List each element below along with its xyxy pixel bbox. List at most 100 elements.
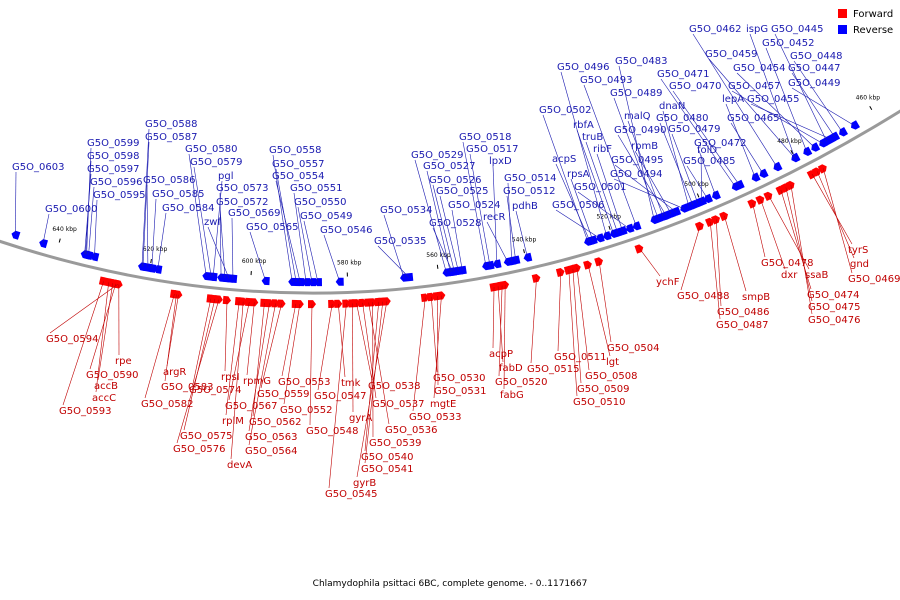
- gene-label[interactable]: rbfA: [573, 120, 594, 131]
- reverse-gene-feature[interactable]: [448, 267, 457, 276]
- reverse-gene-feature[interactable]: [791, 152, 801, 163]
- gene-label[interactable]: G5O_0447: [788, 63, 840, 74]
- reverse-gene-feature[interactable]: [511, 255, 521, 265]
- reverse-gene-feature[interactable]: [229, 274, 238, 283]
- gene-label[interactable]: dnaN: [659, 101, 685, 112]
- forward-gene-feature[interactable]: [277, 299, 286, 308]
- reverse-gene-feature[interactable]: [632, 221, 642, 231]
- reverse-gene-feature[interactable]: [759, 168, 769, 178]
- gene-label[interactable]: G5O_0506: [552, 200, 604, 211]
- reverse-gene-feature[interactable]: [147, 264, 157, 273]
- reverse-gene-feature[interactable]: [827, 133, 837, 144]
- gene-label[interactable]: G5O_0533: [409, 412, 461, 423]
- gene-label[interactable]: argR: [163, 367, 186, 378]
- forward-gene-feature[interactable]: [214, 295, 223, 304]
- gene-label[interactable]: rpe: [115, 356, 132, 367]
- gene-label[interactable]: lgt: [606, 357, 619, 368]
- gene-label[interactable]: G5O_0596: [90, 177, 142, 188]
- gene-label[interactable]: G5O_0527: [423, 161, 475, 172]
- gene-label[interactable]: G5O_0495: [611, 155, 663, 166]
- gene-label[interactable]: G5O_0470: [669, 81, 721, 92]
- reverse-gene-feature[interactable]: [803, 146, 813, 156]
- reverse-gene-feature[interactable]: [602, 231, 612, 241]
- gene-label[interactable]: G5O_0558: [269, 145, 321, 156]
- gene-label[interactable]: malQ: [624, 111, 651, 122]
- gene-label[interactable]: G5O_0529: [411, 150, 463, 161]
- gene-label[interactable]: G5O_0572: [216, 197, 268, 208]
- forward-gene-feature[interactable]: [747, 199, 757, 209]
- gene-label[interactable]: G5O_0512: [503, 186, 555, 197]
- gene-label[interactable]: G5O_0480: [656, 113, 708, 124]
- gene-label[interactable]: folD: [697, 145, 717, 156]
- forward-gene-feature[interactable]: [308, 300, 316, 309]
- gene-label[interactable]: G5O_0445: [771, 24, 823, 35]
- reverse-gene-feature[interactable]: [672, 206, 682, 216]
- gene-label[interactable]: G5O_0494: [610, 169, 662, 180]
- reverse-gene-feature[interactable]: [618, 225, 628, 236]
- reverse-gene-feature[interactable]: [503, 257, 513, 266]
- gene-label[interactable]: G5O_0493: [580, 75, 632, 86]
- gene-label[interactable]: zwf: [204, 217, 221, 228]
- gene-label[interactable]: accC: [92, 393, 116, 404]
- forward-gene-feature[interactable]: [594, 257, 603, 267]
- gene-label[interactable]: G5O_0478: [761, 258, 813, 269]
- gene-label[interactable]: G5O_0490: [614, 125, 666, 136]
- forward-gene-feature[interactable]: [500, 280, 510, 290]
- gene-label[interactable]: devA: [227, 460, 252, 471]
- reverse-gene-feature[interactable]: [625, 223, 635, 233]
- gene-label[interactable]: G5O_0448: [790, 51, 842, 62]
- gene-label[interactable]: G5O_0472: [694, 138, 746, 149]
- reverse-gene-feature[interactable]: [589, 235, 598, 245]
- gene-label[interactable]: G5O_0575: [180, 431, 232, 442]
- gene-label[interactable]: G5O_0476: [808, 315, 860, 326]
- gene-label[interactable]: G5O_0547: [314, 391, 366, 402]
- gene-label[interactable]: G5O_0583: [161, 382, 213, 393]
- gene-label[interactable]: G5O_0588: [145, 119, 197, 130]
- forward-gene-feature[interactable]: [555, 268, 565, 277]
- forward-gene-feature[interactable]: [98, 276, 108, 286]
- gene-label[interactable]: tmk: [341, 378, 361, 389]
- gene-label[interactable]: dxr: [781, 270, 798, 281]
- reverse-gene-feature[interactable]: [704, 193, 713, 204]
- gene-label[interactable]: G5O_0551: [290, 183, 342, 194]
- gene-label[interactable]: fabD: [499, 363, 523, 374]
- forward-gene-feature[interactable]: [531, 274, 541, 283]
- gene-label[interactable]: G5O_0485: [683, 156, 735, 167]
- forward-gene-feature[interactable]: [755, 195, 765, 205]
- gene-label[interactable]: G5O_0508: [585, 371, 637, 382]
- gene-label[interactable]: gyrB: [353, 478, 376, 489]
- gene-label[interactable]: ychF: [656, 277, 680, 288]
- gene-label[interactable]: rplM: [222, 416, 244, 427]
- reverse-gene-feature[interactable]: [596, 233, 605, 243]
- gene-label[interactable]: G5O_0520: [495, 377, 547, 388]
- reverse-gene-feature[interactable]: [493, 259, 502, 269]
- reverse-gene-feature[interactable]: [735, 179, 745, 190]
- forward-gene-feature[interactable]: [222, 295, 231, 305]
- gene-label[interactable]: acpS: [552, 154, 576, 165]
- forward-gene-feature[interactable]: [245, 297, 254, 307]
- gene-label[interactable]: G5O_0514: [504, 173, 556, 184]
- gene-label[interactable]: G5O_0528: [429, 218, 481, 229]
- gene-label[interactable]: G5O_0483: [615, 56, 667, 67]
- reverse-gene-feature[interactable]: [811, 142, 821, 152]
- forward-gene-feature[interactable]: [634, 244, 644, 254]
- gene-label[interactable]: G5O_0549: [300, 211, 352, 222]
- gene-label[interactable]: G5O_0452: [762, 38, 814, 49]
- gene-label[interactable]: G5O_0574: [189, 385, 241, 396]
- gene-label[interactable]: G5O_0457: [728, 81, 780, 92]
- gene-label[interactable]: recR: [483, 212, 506, 223]
- reverse-gene-feature[interactable]: [90, 252, 100, 262]
- gene-label[interactable]: G5O_0599: [87, 138, 139, 149]
- gene-label[interactable]: G5O_0580: [185, 144, 237, 155]
- gene-label[interactable]: G5O_0531: [434, 386, 486, 397]
- reverse-gene-feature[interactable]: [335, 277, 344, 286]
- gene-label[interactable]: G5O_0455: [747, 94, 799, 105]
- gene-label[interactable]: G5O_0504: [607, 343, 659, 354]
- forward-gene-feature[interactable]: [817, 164, 827, 174]
- gene-label[interactable]: G5O_0535: [374, 236, 426, 247]
- gene-label[interactable]: G5O_0471: [657, 69, 709, 80]
- reverse-gene-feature[interactable]: [751, 172, 761, 182]
- gene-label[interactable]: G5O_0474: [807, 290, 859, 301]
- reverse-gene-feature[interactable]: [819, 138, 829, 148]
- gene-label[interactable]: G5O_0496: [557, 62, 609, 73]
